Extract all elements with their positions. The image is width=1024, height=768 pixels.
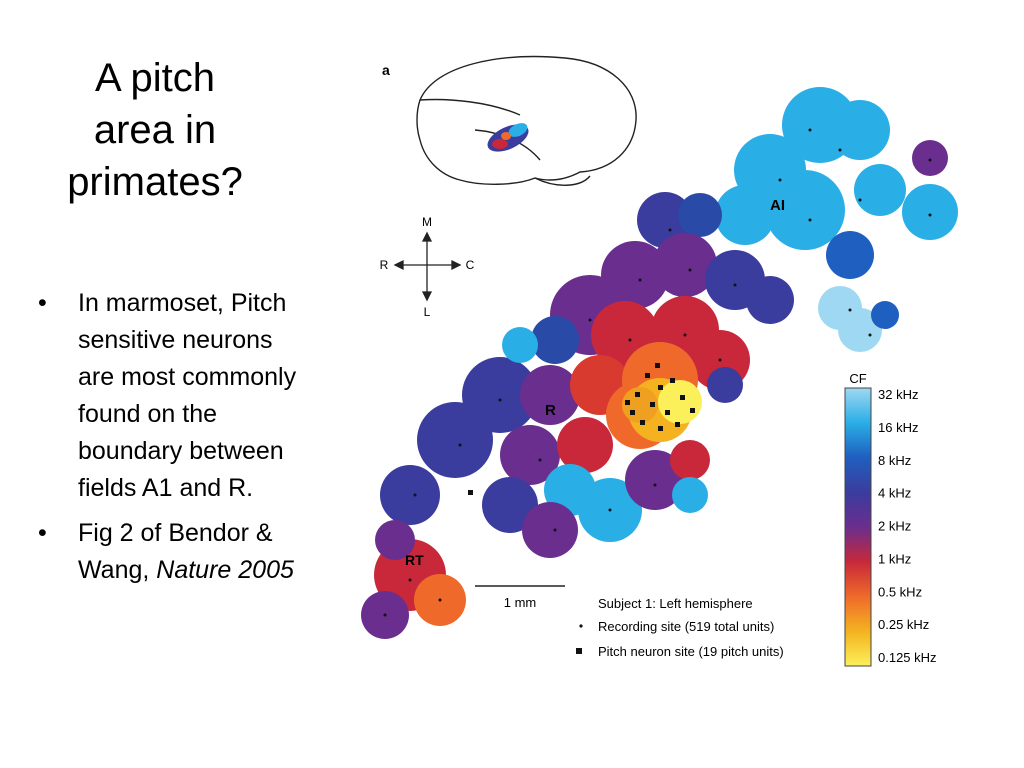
bullet-text: In marmoset, Pitch sensitive neurons are… [78, 289, 297, 502]
colorbar-title: CF [849, 371, 866, 386]
recording-site-dots [383, 128, 932, 617]
bullet-item: • In marmoset, Pitch sensitive neurons a… [38, 285, 313, 507]
region-label-rt: RT [405, 552, 424, 568]
bullet-item: • Fig 2 of Bendor & Wang, Nature 2005 [38, 515, 313, 589]
map-region-rt [361, 520, 466, 639]
colorbar-tick-label: 0.25 kHz [878, 617, 929, 632]
colorbar-tick-label: 4 kHz [878, 486, 911, 501]
tonotopic-map [361, 87, 958, 639]
bullet-glyph: • [38, 289, 47, 317]
brain-outline-illustration [416, 55, 637, 186]
map-region-a1 [715, 87, 958, 352]
colorbar-tick-label: 32 kHz [878, 387, 918, 402]
region-label-r: R [545, 402, 556, 419]
legend: Subject 1: Left hemisphere Recording sit… [576, 596, 784, 659]
orientation-caudal-label: C [466, 258, 475, 272]
auditory-cortex-figure: a M L R C [361, 55, 958, 667]
recording-site-legend-marker [579, 624, 583, 628]
colorbar-tick-label: 0.125 kHz [878, 650, 937, 665]
orientation-cross [393, 231, 462, 302]
colorbar-tick-label: 16 kHz [878, 420, 918, 435]
brain-inset-map [487, 123, 529, 152]
colorbar [844, 387, 872, 667]
legend-title: Subject 1: Left hemisphere [598, 596, 753, 611]
scale-bar-label: 1 mm [504, 595, 537, 610]
colorbar-ticks: 32 kHz 16 kHz 8 kHz 4 kHz 2 kHz 1 kHz 0.5 kHz 0… [878, 387, 937, 665]
map-region-middle [380, 192, 794, 558]
pitch-site-legend-marker [576, 648, 582, 654]
bullet-glyph: • [38, 519, 47, 547]
orientation-lateral-label: L [424, 305, 431, 319]
bullet-text: Fig 2 of Bendor & Wang, [78, 519, 273, 584]
legend-recording-site: Recording site (519 total units) [598, 619, 774, 634]
slide-title: A pitch area in primates? [67, 56, 243, 204]
bullet-list: • In marmoset, Pitch sensitive neurons a… [38, 285, 313, 597]
region-label-a1: AI [770, 197, 785, 214]
orientation-medial-label: M [422, 215, 432, 229]
bullet-citation-italic: Nature 2005 [156, 556, 294, 584]
orientation-rostral-label: R [380, 258, 389, 272]
colorbar-tick-label: 8 kHz [878, 453, 911, 468]
pitch-neuron-markers [468, 363, 695, 495]
colorbar-tick-label: 2 kHz [878, 519, 911, 534]
panel-label: a [382, 62, 390, 78]
colorbar-tick-label: 1 kHz [878, 551, 911, 566]
legend-pitch-site: Pitch neuron site (19 pitch units) [598, 644, 784, 659]
colorbar-tick-label: 0.5 kHz [878, 584, 922, 599]
